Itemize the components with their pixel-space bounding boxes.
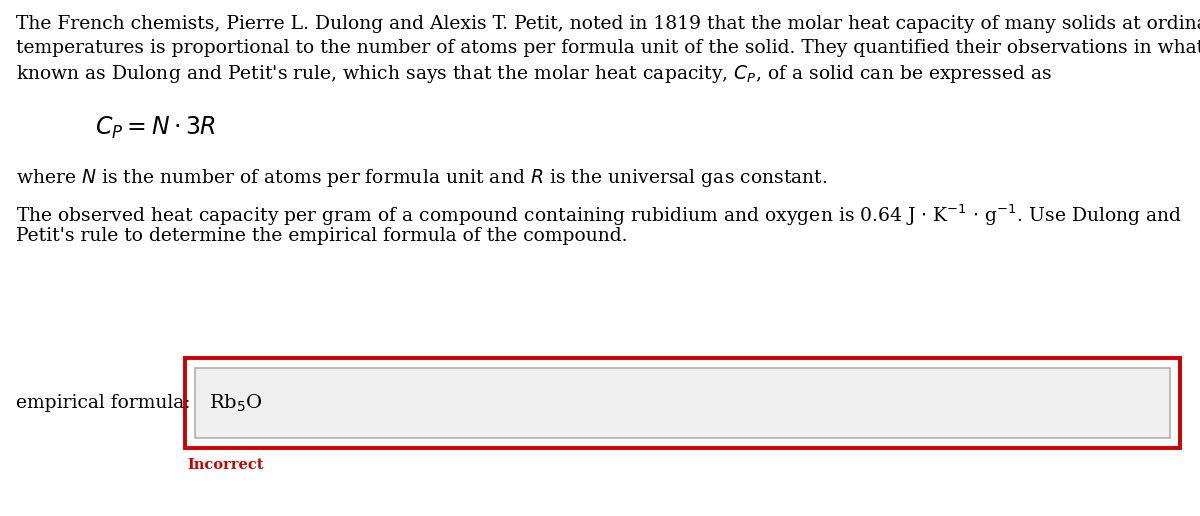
Bar <box>185 358 1180 448</box>
Text: Incorrect: Incorrect <box>187 458 264 472</box>
Text: The French chemists, Pierre L. Dulong and Alexis T. Petit, noted in 1819 that th: The French chemists, Pierre L. Dulong an… <box>16 15 1200 33</box>
Text: known as Dulong and Petit's rule, which says that the molar heat capacity, $C_P$: known as Dulong and Petit's rule, which … <box>16 63 1052 85</box>
Text: Petit's rule to determine the empirical formula of the compound.: Petit's rule to determine the empirical … <box>16 227 628 245</box>
Text: Rb$_5$O: Rb$_5$O <box>209 392 263 414</box>
Text: temperatures is proportional to the number of atoms per formula unit of the soli: temperatures is proportional to the numb… <box>16 39 1200 57</box>
Text: The observed heat capacity per gram of a compound containing rubidium and oxygen: The observed heat capacity per gram of a… <box>16 203 1182 229</box>
Bar <box>194 368 1170 438</box>
Text: $C_P = N \cdot 3R$: $C_P = N \cdot 3R$ <box>95 115 216 141</box>
Text: empirical formula:: empirical formula: <box>16 394 191 412</box>
Text: where $N$ is the number of atoms per formula unit and $R$ is the universal gas c: where $N$ is the number of atoms per for… <box>16 167 828 189</box>
